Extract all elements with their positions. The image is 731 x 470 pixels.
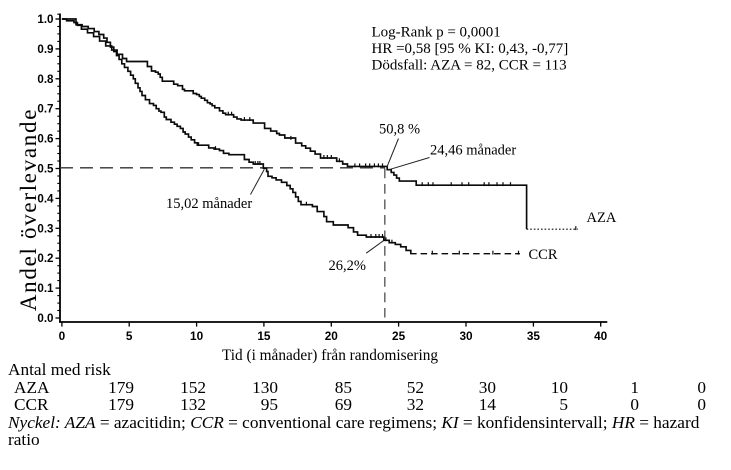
svg-text:0.9: 0.9	[37, 43, 54, 56]
svg-text:5: 5	[126, 329, 133, 343]
svg-text:30: 30	[459, 329, 473, 343]
svg-text:0.6: 0.6	[37, 133, 54, 146]
svg-text:0.1: 0.1	[37, 282, 54, 295]
svg-text:0.3: 0.3	[37, 222, 54, 235]
svg-text:CCR: CCR	[529, 247, 558, 263]
svg-text:15: 15	[257, 329, 271, 343]
svg-text:0: 0	[59, 329, 66, 343]
svg-text:24,46 månader: 24,46 månader	[430, 143, 516, 159]
svg-text:0.8: 0.8	[37, 73, 54, 86]
svg-text:Dödsfall: AZA = 82, CCR = 113: Dödsfall: AZA = 82, CCR = 113	[372, 58, 567, 74]
svg-text:20: 20	[325, 329, 339, 343]
svg-text:Andel överlevande: Andel överlevande	[16, 108, 41, 311]
svg-text:50,8 %: 50,8 %	[379, 122, 420, 138]
svg-text:0.5: 0.5	[37, 163, 54, 176]
svg-text:1.0: 1.0	[37, 13, 53, 26]
svg-text:26,2%: 26,2%	[329, 258, 366, 274]
svg-text:10: 10	[190, 329, 204, 343]
svg-text:40: 40	[594, 329, 608, 343]
svg-text:Log-Rank p = 0,0001: Log-Rank p = 0,0001	[372, 25, 501, 41]
svg-text:25: 25	[392, 329, 406, 343]
svg-text:0.0: 0.0	[37, 312, 53, 325]
svg-text:0.7: 0.7	[37, 103, 53, 116]
svg-text:HR =0,58 [95 % KI: 0,43, -0,77: HR =0,58 [95 % KI: 0,43, -0,77]	[372, 41, 569, 57]
svg-text:35: 35	[527, 329, 541, 343]
svg-text:0.2: 0.2	[37, 252, 53, 265]
svg-text:Tid (i månader) från randomise: Tid (i månader) från randomisering	[222, 347, 438, 364]
svg-text:15,02 månader: 15,02 månader	[166, 196, 252, 212]
svg-text:AZA: AZA	[587, 210, 617, 226]
svg-text:0.4: 0.4	[37, 192, 54, 205]
